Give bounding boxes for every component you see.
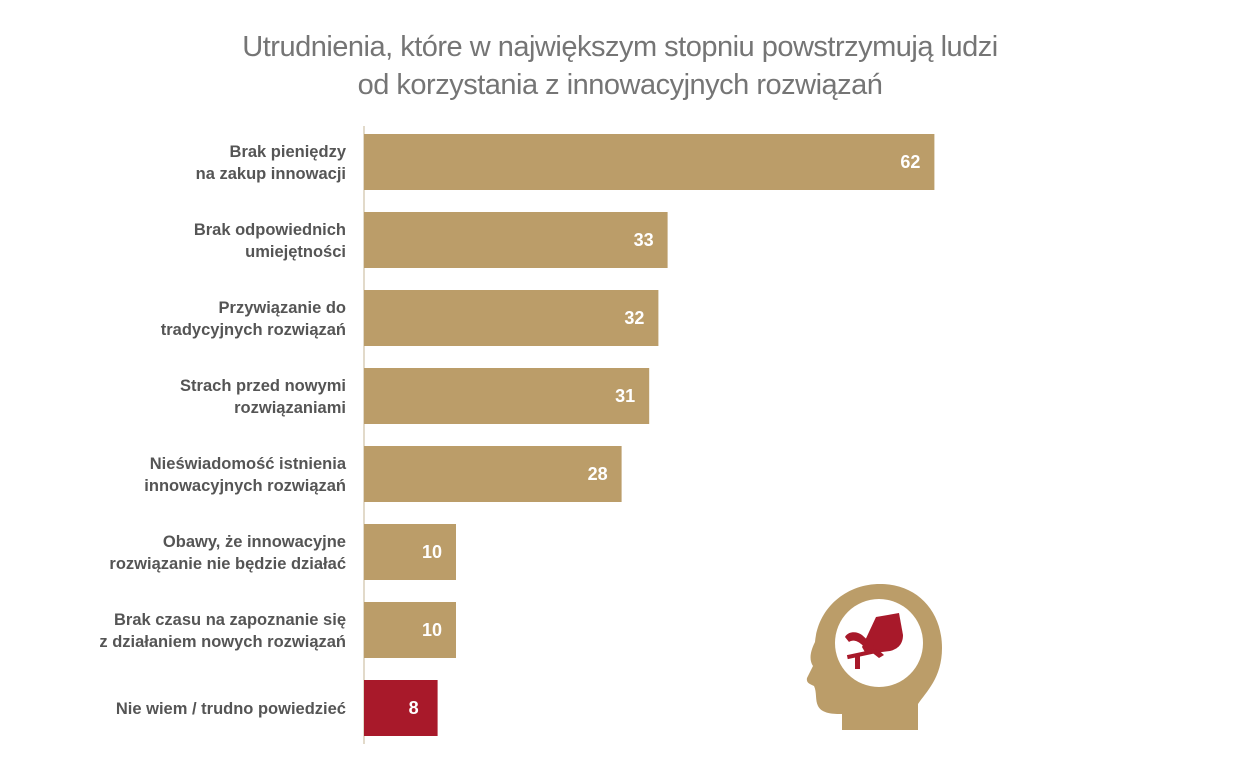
category-label-line: Nie wiem / trudno powiedzieć [116,700,346,718]
category-label-line: Strach przed nowymi [180,377,346,395]
bar [364,368,650,424]
bar-value-label: 28 [588,464,608,484]
bar-value-label: 10 [422,620,442,640]
category-label: Nieświadomość istnienia innowacyjnych roz… [144,455,347,495]
bar [364,602,456,658]
bar-value-label: 62 [900,152,920,172]
bar-value-label: 32 [624,308,644,328]
category-label-line: Brak odpowiednich [194,221,346,239]
category-label: Przywiązanie do tradycyjnych rozwiązań [161,299,346,339]
bar-value-label: 8 [409,698,419,718]
brake-pedal-symbol [845,613,903,669]
chart-title-line-2: od korzystania z innowacyjnych rozwiązań [357,69,883,101]
category-label-line: Brak pieniędzy [230,143,347,161]
category-label: Nie wiem / trudno powiedzieć [116,700,346,718]
bar [364,446,622,502]
category-label-line: Nieświadomość istnienia [150,455,347,473]
bar-value-label: 31 [615,386,635,406]
category-label: Brak czasu na zapoznanie się z działaniem… [99,611,346,651]
chart-title-line-1: Utrudnienia, które w największym stopniu… [242,31,998,63]
category-label: Obawy, że innowacyjne rozwiązanie nie będ… [109,533,346,573]
category-label-line: Przywiązanie do [219,299,346,317]
bar-value-label: 10 [422,542,442,562]
bar [364,134,935,190]
category-label-line: innowacyjnych rozwiązań [144,477,346,495]
head-with-brake-pedal-icon [806,584,942,730]
category-label-line: rozwiązaniami [234,399,346,417]
category-label-line: rozwiązanie nie będzie działać [109,555,346,573]
bar [364,680,438,736]
chart-title: Utrudnienia, które w największym stopniu… [0,28,1240,104]
category-label: Brak pieniędzy na zakup innowacji [196,143,347,183]
bar [364,212,668,268]
bar-value-label: 33 [634,230,654,250]
category-label-line: na zakup innowacji [196,165,346,183]
bar [364,524,456,580]
bar [364,290,659,346]
category-label: Brak odpowiednich umiejętności [194,221,346,261]
category-label-line: Obawy, że innowacyjne [163,533,346,551]
category-label-line: z działaniem nowych rozwiązań [99,633,346,651]
category-label-line: tradycyjnych rozwiązań [161,321,346,339]
category-label: Strach przed nowymi rozwiązaniami [180,377,346,417]
category-label-line: Brak czasu na zapoznanie się [114,611,346,629]
category-label-line: umiejętności [245,243,346,261]
